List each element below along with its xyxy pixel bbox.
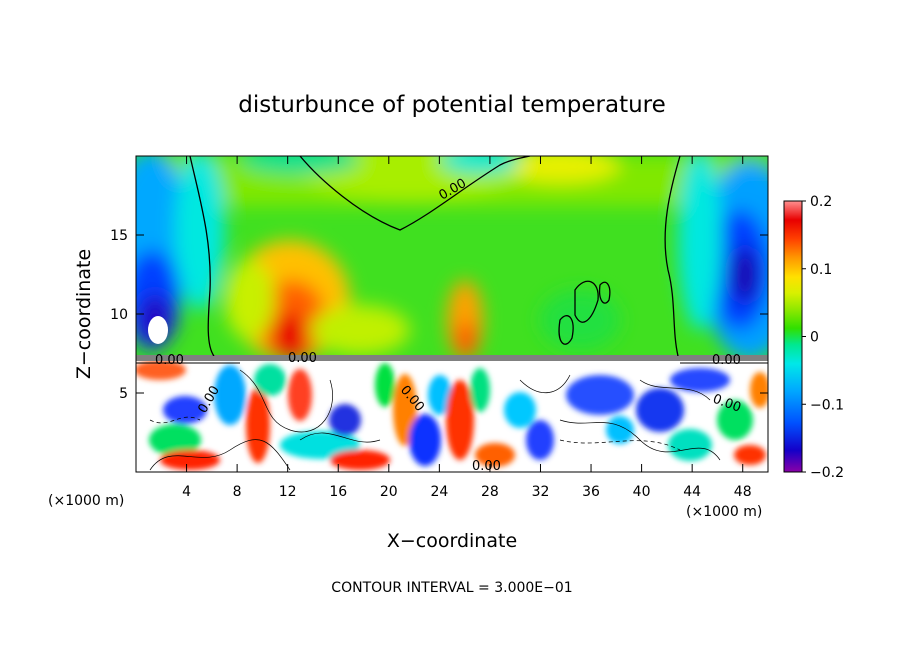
- x-tick-label: 12: [279, 484, 297, 500]
- upper-field: [136, 156, 768, 359]
- interface-band: [136, 355, 768, 364]
- colorbar-tick-label: 0.1: [810, 262, 832, 278]
- x-tick-label: 40: [633, 484, 651, 500]
- x-tick-label: 44: [683, 484, 701, 500]
- x-tick-label: 4: [182, 484, 191, 500]
- contour-label: 0.00: [472, 459, 501, 474]
- x-tick-label: 36: [582, 484, 600, 500]
- colorbar-tick-label: −0.2: [810, 465, 844, 481]
- contour-label: 0.00: [288, 351, 317, 366]
- contour-label: 0.00: [155, 353, 184, 368]
- y-tick-label: 10: [110, 307, 128, 323]
- colorbar-tick-label: 0.2: [810, 194, 832, 210]
- y-tick-label: 15: [110, 228, 128, 244]
- y-tick-label: 5: [119, 386, 128, 402]
- x-unit-left: (×1000 m): [48, 493, 124, 509]
- y-axis-label: Z−coordinate: [73, 249, 95, 379]
- x-axis: 4 8 12 16 20 24 28 32 36 40 44 48: [182, 156, 752, 500]
- zero-contours: [189, 156, 681, 357]
- contour-label: 0.00: [712, 353, 741, 368]
- x-tick-label: 24: [430, 484, 448, 500]
- chart-title: disturbunce of potential temperature: [238, 92, 666, 118]
- colorbar-tick-label: −0.1: [810, 397, 844, 413]
- colorbar-gradient: [783, 200, 803, 473]
- x-tick-label: 32: [532, 484, 550, 500]
- x-unit-right: (×1000 m): [686, 504, 762, 520]
- lower-field: [136, 359, 768, 472]
- y-axis: 5 10 15: [110, 228, 768, 402]
- colorbar: 0.2 0.1 0 −0.1 −0.2: [783, 194, 844, 481]
- x-tick-label: 28: [481, 484, 499, 500]
- colorbar-tick-label: 0: [810, 330, 819, 346]
- x-tick-label: 20: [380, 484, 398, 500]
- x-tick-label: 16: [329, 484, 347, 500]
- x-tick-label: 8: [233, 484, 242, 500]
- contour-labels: 0.00 0.00 0.00 0.00 0.00 0.00 0.00 0.00: [155, 176, 743, 474]
- x-tick-label: 48: [734, 484, 752, 500]
- contour-interval-note: CONTOUR INTERVAL = 3.000E−01: [331, 580, 572, 596]
- x-axis-label: X−coordinate: [387, 530, 517, 552]
